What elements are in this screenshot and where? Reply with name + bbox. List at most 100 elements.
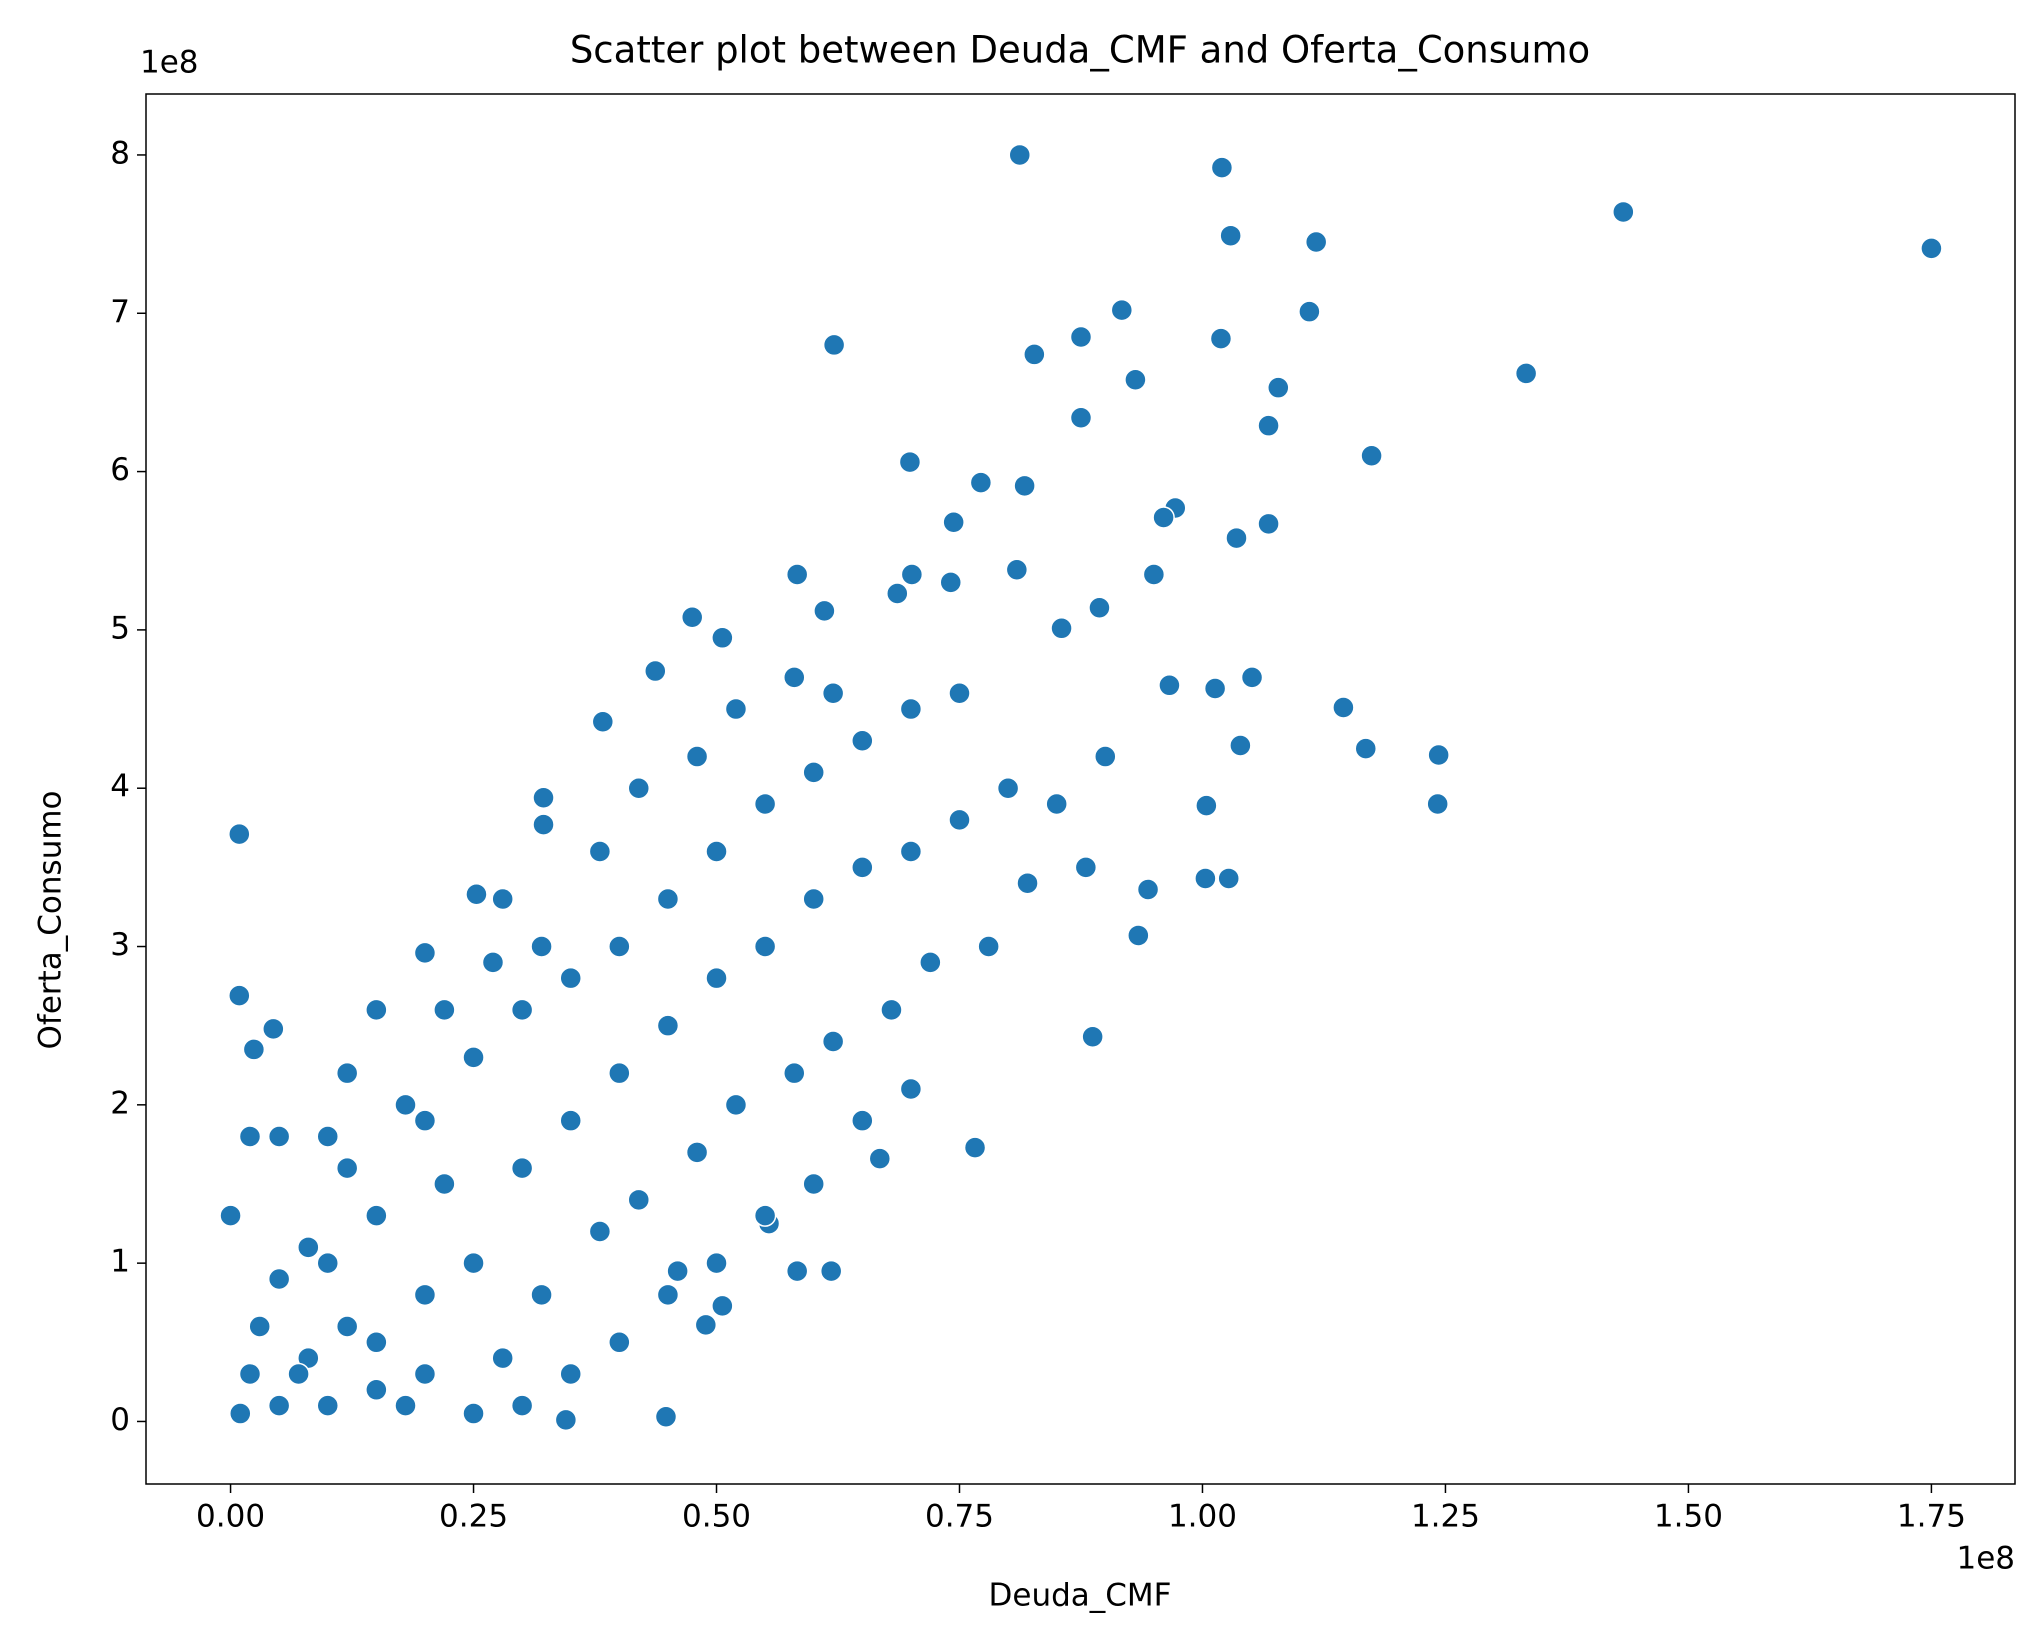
x-axis-label: Deuda_CMF [989, 1578, 1172, 1614]
point [433, 1172, 456, 1196]
point [899, 1077, 923, 1101]
point [705, 840, 728, 863]
point [267, 1125, 291, 1148]
point [900, 563, 924, 586]
y-axis-label: Oferta_Consumo [33, 790, 69, 1049]
point [1195, 794, 1218, 817]
point [1005, 558, 1029, 581]
point [685, 745, 709, 768]
point [228, 822, 251, 846]
point [1127, 924, 1150, 947]
point [1240, 666, 1264, 689]
y-tick-label: 4 [110, 769, 130, 805]
y-tick-label: 8 [110, 135, 130, 171]
point [1158, 674, 1181, 697]
point [1069, 406, 1093, 430]
y-offset-label: 1e8 [140, 45, 199, 81]
point [654, 1405, 678, 1428]
point [491, 1346, 514, 1370]
point [822, 333, 846, 357]
point [588, 1220, 612, 1243]
point [532, 786, 555, 809]
point [821, 1030, 845, 1053]
point [267, 1267, 291, 1291]
point [530, 935, 553, 958]
point [1152, 506, 1175, 529]
x-tick-label: 1.00 [1168, 1499, 1237, 1535]
point [510, 1156, 534, 1180]
point [287, 1362, 310, 1386]
point [335, 1315, 359, 1338]
y-tick-label: 2 [110, 1085, 130, 1121]
point [656, 1014, 680, 1037]
point [627, 776, 651, 800]
point [1225, 526, 1248, 550]
point [898, 450, 922, 474]
chart-title: Scatter plot between Deuda_CMF and Ofert… [570, 29, 1590, 72]
point [413, 1362, 437, 1386]
point [1920, 237, 1943, 260]
point [297, 1236, 320, 1259]
point [335, 1156, 359, 1180]
point [711, 626, 734, 650]
point [1304, 230, 1328, 254]
point [1136, 878, 1160, 901]
point [1110, 298, 1134, 322]
plot-frame [145, 93, 2016, 1485]
point [316, 1394, 339, 1417]
point [942, 510, 965, 534]
point [1360, 444, 1383, 467]
point [530, 1283, 553, 1307]
point [724, 1093, 748, 1117]
point [1194, 867, 1217, 890]
point [851, 729, 874, 752]
y-tick-label: 5 [110, 610, 130, 646]
point [1013, 474, 1036, 498]
point [785, 563, 809, 586]
point [462, 1251, 485, 1275]
point [656, 887, 680, 911]
point [886, 582, 909, 605]
point [948, 808, 971, 832]
point [948, 681, 971, 705]
point [591, 710, 615, 733]
point [365, 1204, 388, 1227]
x-offset-label: 1e8 [1956, 1541, 2015, 1577]
point [802, 1172, 825, 1196]
point [1298, 300, 1321, 323]
y-tick-label: 3 [110, 927, 130, 963]
point [588, 840, 612, 863]
point [608, 935, 631, 958]
point [316, 1125, 339, 1148]
point [868, 1147, 892, 1170]
point [532, 813, 555, 836]
point [705, 1251, 728, 1275]
x-tick-label: 0.50 [682, 1499, 751, 1535]
point [666, 1259, 689, 1283]
point [821, 681, 845, 705]
x-tick-label: 0.00 [196, 1499, 265, 1535]
point [1045, 792, 1068, 816]
point [977, 935, 1000, 958]
point [413, 1283, 437, 1307]
point [813, 599, 836, 623]
point [335, 1061, 359, 1085]
point [462, 1046, 485, 1069]
point [680, 605, 704, 629]
point [1332, 696, 1355, 719]
point [365, 1331, 388, 1354]
point [996, 776, 1020, 800]
x-tick-label: 1.75 [1897, 1499, 1966, 1535]
point [481, 951, 505, 974]
point [1267, 376, 1290, 399]
point [1008, 143, 1032, 167]
point [694, 1313, 718, 1337]
y-tick-label: 6 [110, 452, 130, 488]
point [1023, 343, 1046, 366]
point [851, 856, 874, 879]
point [262, 1017, 285, 1041]
point [939, 571, 962, 594]
point [899, 697, 923, 721]
point [1050, 617, 1073, 640]
x-tick-label: 0.75 [925, 1499, 994, 1535]
